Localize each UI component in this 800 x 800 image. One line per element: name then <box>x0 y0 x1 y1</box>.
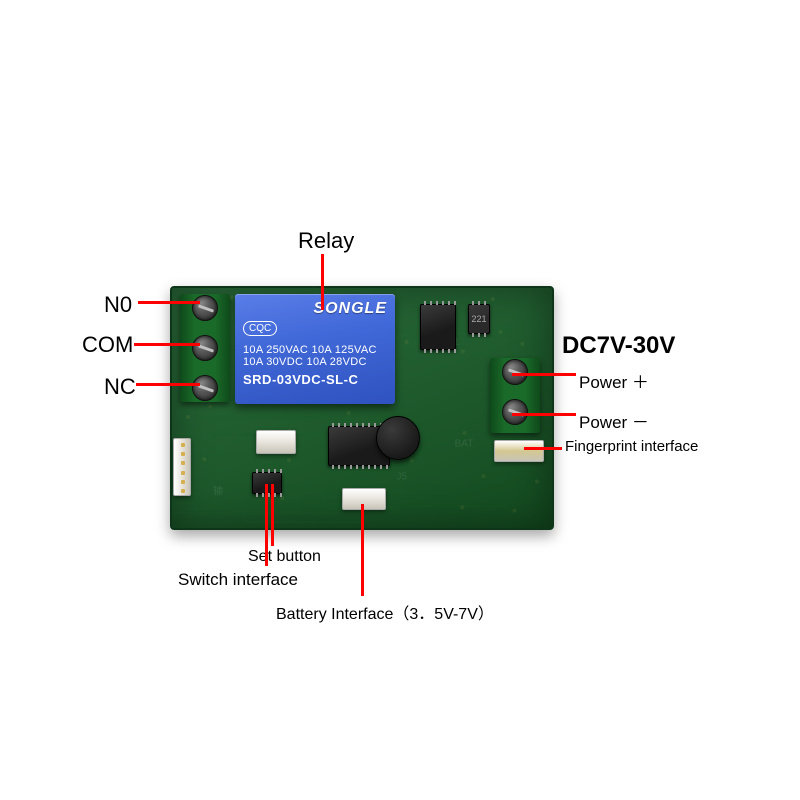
ic-chip-1 <box>420 304 456 350</box>
electrolytic-capacitor <box>376 416 420 460</box>
label-nc: NC <box>104 374 136 400</box>
label-battery: Battery Interface（3．5V-7V） <box>276 600 494 624</box>
label-power-plus: Power ＋ <box>579 368 649 393</box>
svg-text:BAT: BAT <box>455 438 474 449</box>
line-switch-interface <box>265 484 268 566</box>
terminal-block-left <box>180 294 230 402</box>
line-battery <box>361 504 364 596</box>
line-power-minus <box>512 413 576 416</box>
line-set-button <box>271 484 274 546</box>
terminal-block-right <box>490 358 540 433</box>
label-dc-voltage: DC7V-30V <box>562 332 675 360</box>
label-set-button: Set button <box>248 548 321 566</box>
relay-spec2-label: 10A 30VDC 10A 28VDC <box>243 356 387 368</box>
line-fingerprint <box>524 447 562 450</box>
connector-mid-white-1 <box>256 430 296 454</box>
svg-text:输: 输 <box>213 485 223 498</box>
connector-mid-white-2 <box>342 488 386 510</box>
label-relay: Relay <box>298 228 354 254</box>
relay-cert: CQC <box>243 321 277 336</box>
line-com <box>134 343 200 346</box>
svg-text:J5: J5 <box>397 472 408 483</box>
relay-component: SONGLE CQC 10A 250VAC 10A 125VAC 10A 30V… <box>235 294 395 404</box>
line-nc <box>136 383 200 386</box>
label-fingerprint: Fingerprint interface <box>565 438 698 455</box>
label-power-minus: Power － <box>579 408 649 433</box>
label-n0: N0 <box>104 292 132 318</box>
terminal-screw <box>192 335 218 361</box>
relay-spec1-label: 10A 250VAC 10A 125VAC <box>243 344 387 356</box>
connector-left-white <box>173 438 191 496</box>
connector-right-beige <box>494 440 544 462</box>
line-n0 <box>138 301 200 304</box>
terminal-screw <box>192 375 218 401</box>
terminal-screw <box>192 295 218 321</box>
relay-model-label: SRD-03VDC-SL-C <box>243 372 387 387</box>
relay-brand: SONGLE <box>243 300 387 318</box>
ic-chip-2: 221 <box>468 304 490 334</box>
line-relay <box>321 254 324 310</box>
label-switch-interface: Switch interface <box>178 570 298 590</box>
line-power-plus <box>512 373 576 376</box>
label-com: COM <box>82 332 133 358</box>
